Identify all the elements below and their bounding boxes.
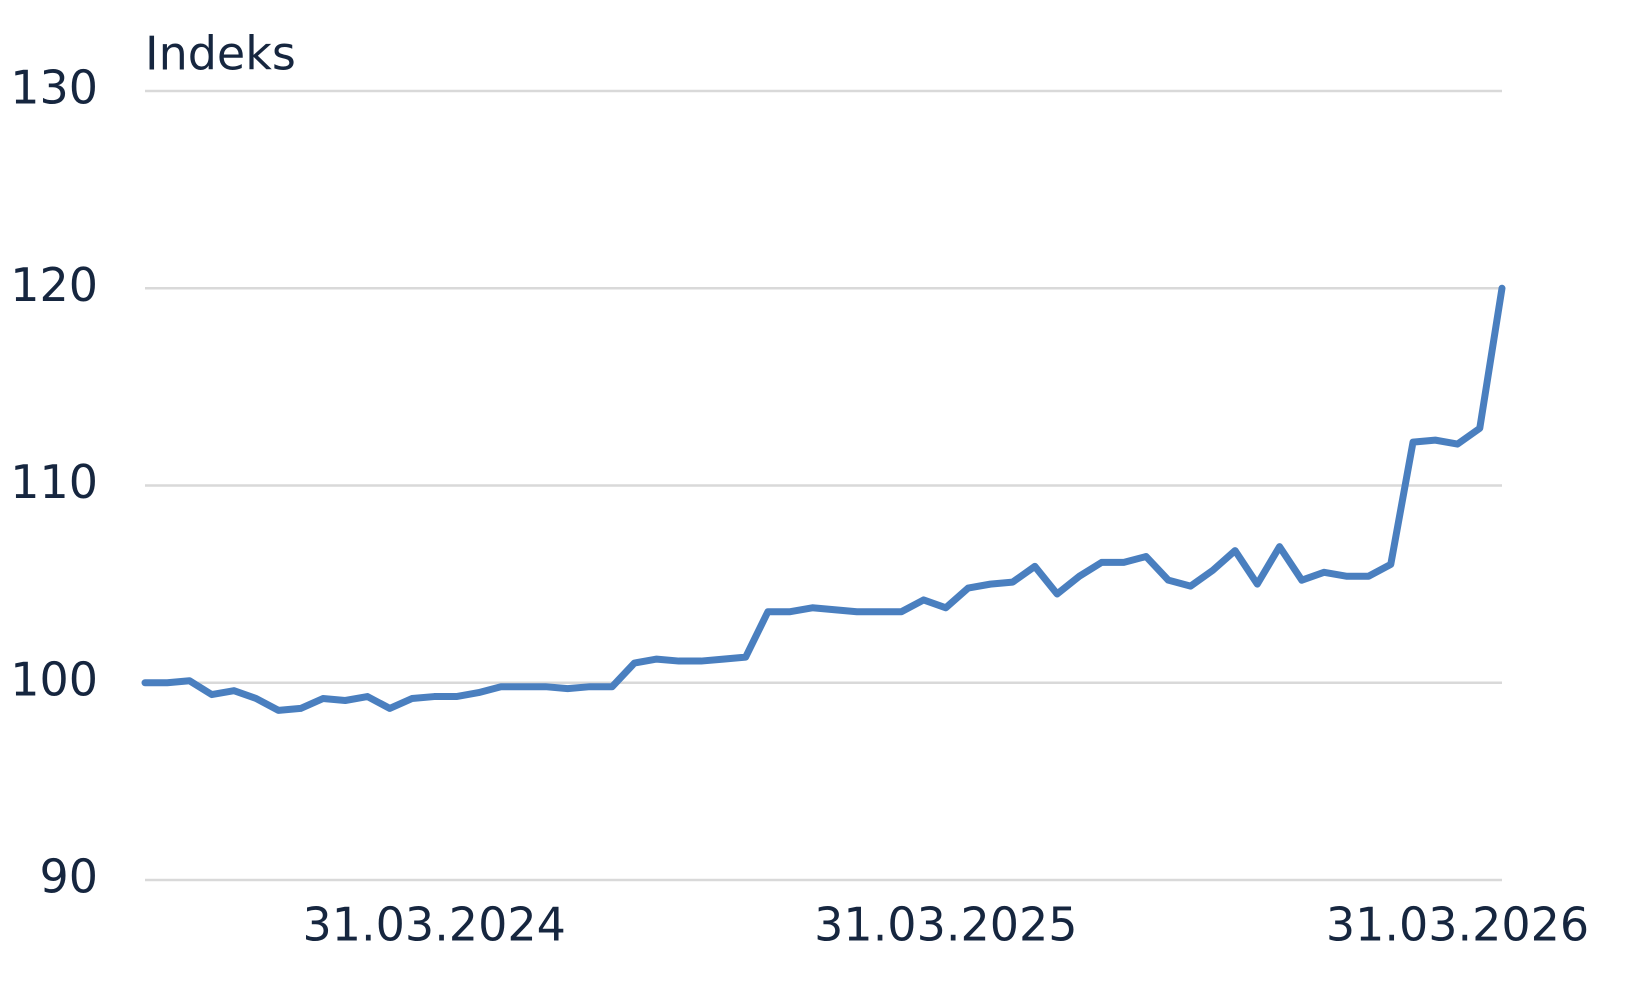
y-tick-label: 130 [10, 61, 98, 115]
x-tick-label: 31.03.2026 [1326, 898, 1589, 952]
y-axis-title: Indeks [145, 27, 296, 81]
y-tick-label: 100 [10, 652, 98, 706]
y-tick-label: 110 [10, 455, 98, 509]
data-line [141, 284, 1506, 714]
x-tick-label: 31.03.2024 [303, 898, 566, 952]
x-tick-label: 31.03.2025 [814, 898, 1077, 952]
y-tick-label: 120 [10, 258, 98, 312]
y-tick-label: 90 [39, 850, 98, 904]
